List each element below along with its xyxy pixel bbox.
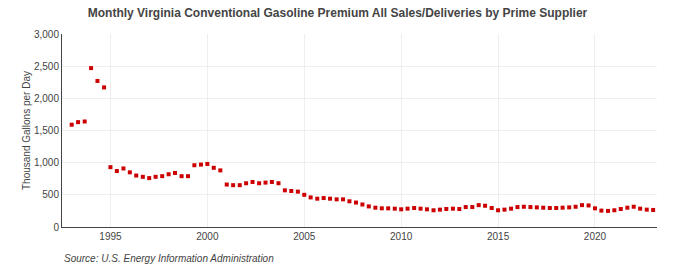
svg-text:1,000: 1,000 [34, 157, 59, 168]
svg-text:3,000: 3,000 [34, 29, 59, 40]
svg-text:2000: 2000 [196, 231, 219, 242]
svg-text:500: 500 [42, 189, 59, 200]
svg-text:1,500: 1,500 [34, 125, 59, 136]
svg-text:Source: U.S. Energy Informatio: Source: U.S. Energy Information Administ… [64, 253, 274, 264]
svg-text:1995: 1995 [99, 231, 122, 242]
svg-text:2,500: 2,500 [34, 61, 59, 72]
svg-text:Monthly Virginia Conventional: Monthly Virginia Conventional Gasoline P… [88, 6, 588, 20]
svg-text:2020: 2020 [584, 231, 607, 242]
svg-text:0: 0 [53, 222, 59, 233]
svg-text:2,000: 2,000 [34, 93, 59, 104]
svg-text:2010: 2010 [390, 231, 413, 242]
svg-text:Thousand Gallons per Day: Thousand Gallons per Day [21, 71, 32, 190]
svg-text:2015: 2015 [487, 231, 510, 242]
svg-text:2005: 2005 [293, 231, 316, 242]
